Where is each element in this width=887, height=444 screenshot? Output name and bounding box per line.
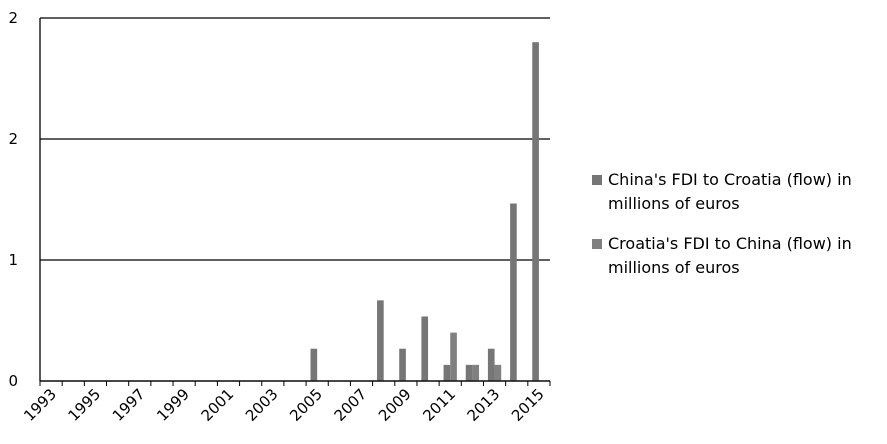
legend-swatch	[592, 175, 602, 185]
x-tick-label: 1993	[20, 385, 60, 425]
x-tick-label: 2001	[198, 385, 238, 425]
y-tick-label: 2	[8, 9, 18, 27]
bar	[443, 364, 451, 381]
bar	[377, 300, 384, 381]
x-tick-label: 1995	[65, 385, 105, 425]
y-tick-label: 2	[8, 130, 18, 148]
bar	[494, 364, 502, 381]
x-tick-label: 1999	[153, 385, 193, 425]
bar	[510, 203, 517, 381]
bar	[472, 364, 480, 381]
legend-entry: Croatia's FDI to China (flow) in million…	[592, 232, 882, 280]
x-tick-label: 2009	[375, 385, 415, 425]
legend-label: China's FDI to Croatia (flow) in million…	[608, 170, 852, 213]
bar	[310, 348, 318, 381]
bar	[450, 332, 457, 381]
bar	[532, 42, 539, 381]
legend-label: Croatia's FDI to China (flow) in million…	[608, 234, 852, 277]
x-tick-label: 1997	[109, 385, 149, 425]
bar	[465, 364, 473, 381]
legend-entry: China's FDI to Croatia (flow) in million…	[592, 168, 882, 216]
bar	[487, 348, 495, 381]
x-tick-label: 2015	[508, 385, 548, 425]
bar	[399, 348, 406, 381]
x-tick-label: 2005	[286, 385, 326, 425]
x-tick-label: 2013	[464, 385, 504, 425]
x-tick-label: 2007	[331, 385, 371, 425]
x-tick-label: 2003	[242, 385, 282, 425]
x-tick-label: 2011	[419, 385, 459, 425]
y-tick-label: 0	[8, 372, 18, 390]
y-tick-label: 1	[8, 251, 18, 269]
bar	[421, 316, 429, 381]
legend-swatch	[592, 239, 602, 249]
